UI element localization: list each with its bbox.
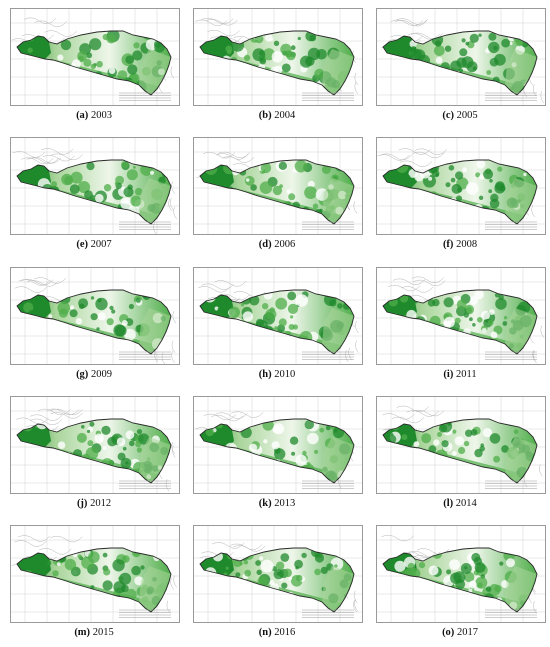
panel-caption: (f) 2008 bbox=[370, 238, 550, 251]
panel-year: 2010 bbox=[274, 369, 296, 380]
plateau-map bbox=[11, 526, 179, 622]
map-frame bbox=[376, 267, 546, 365]
panel-year: 2005 bbox=[456, 110, 478, 121]
plateau-map bbox=[377, 397, 545, 493]
panel-caption: (o) 2017 bbox=[370, 626, 550, 639]
map-panel: (d) 2006 bbox=[187, 131, 367, 257]
panel-caption: (e) 2007 bbox=[4, 238, 184, 251]
panel-year: 2014 bbox=[455, 498, 477, 509]
plateau-map bbox=[377, 526, 545, 622]
map-frame bbox=[10, 525, 180, 623]
map-panel: (n) 2016 bbox=[187, 519, 367, 645]
map-frame bbox=[376, 396, 546, 494]
plateau-map bbox=[194, 397, 362, 493]
map-panel: (g) 2009 bbox=[4, 261, 184, 387]
panel-letter: (c) bbox=[442, 110, 455, 121]
panel-caption: (h) 2010 bbox=[187, 368, 367, 381]
plateau-map bbox=[194, 9, 362, 105]
map-frame bbox=[193, 525, 363, 623]
map-panel: (a) 2003 bbox=[4, 2, 184, 128]
map-frame bbox=[193, 267, 363, 365]
map-panel: (m) 2015 bbox=[4, 519, 184, 645]
map-frame bbox=[10, 137, 180, 235]
map-frame bbox=[193, 137, 363, 235]
map-panel: (b) 2004 bbox=[187, 2, 367, 128]
panel-caption: (i) 2011 bbox=[370, 368, 550, 381]
panel-letter: (b) bbox=[258, 110, 272, 121]
panel-year: 2009 bbox=[90, 369, 112, 380]
panel-letter: (g) bbox=[76, 369, 89, 380]
plateau-map bbox=[11, 138, 179, 234]
plateau-map bbox=[11, 397, 179, 493]
map-frame bbox=[376, 137, 546, 235]
plateau-map bbox=[11, 9, 179, 105]
panel-caption: (a) 2003 bbox=[4, 109, 184, 122]
panel-year: 2004 bbox=[274, 110, 296, 121]
map-frame bbox=[10, 8, 180, 106]
map-frame bbox=[10, 267, 180, 365]
panel-caption: (j) 2012 bbox=[4, 497, 184, 510]
panel-caption: (k) 2013 bbox=[187, 497, 367, 510]
panel-caption: (d) 2006 bbox=[187, 238, 367, 251]
panel-letter: (j) bbox=[76, 498, 88, 509]
plateau-map bbox=[194, 268, 362, 364]
map-frame bbox=[10, 396, 180, 494]
panel-year: 2006 bbox=[274, 239, 296, 250]
panel-year: 2008 bbox=[456, 239, 478, 250]
map-panel: (f) 2008 bbox=[370, 131, 550, 257]
panel-year: 2007 bbox=[90, 239, 112, 250]
map-panel: (c) 2005 bbox=[370, 2, 550, 128]
panel-letter: (e) bbox=[76, 239, 89, 250]
map-panel: (k) 2013 bbox=[187, 390, 367, 516]
map-frame bbox=[193, 8, 363, 106]
panel-letter: (l) bbox=[443, 498, 454, 509]
panel-caption: (b) 2004 bbox=[187, 109, 367, 122]
panel-letter: (k) bbox=[258, 498, 272, 509]
map-panel: (l) 2014 bbox=[370, 390, 550, 516]
panel-year: 2017 bbox=[456, 627, 478, 638]
panel-year: 2003 bbox=[90, 110, 112, 121]
panel-year: 2011 bbox=[455, 369, 477, 380]
map-panel: (i) 2011 bbox=[370, 261, 550, 387]
panel-caption: (m) 2015 bbox=[4, 626, 184, 639]
panel-caption: (l) 2014 bbox=[370, 497, 550, 510]
panel-year: 2016 bbox=[274, 627, 296, 638]
panel-letter: (n) bbox=[258, 627, 272, 638]
plateau-map bbox=[194, 138, 362, 234]
plateau-map bbox=[377, 268, 545, 364]
panel-letter: (d) bbox=[258, 239, 272, 250]
map-frame bbox=[193, 396, 363, 494]
map-panel: (j) 2012 bbox=[4, 390, 184, 516]
panel-year: 2013 bbox=[274, 498, 296, 509]
panel-caption: (n) 2016 bbox=[187, 626, 367, 639]
panel-letter: (a) bbox=[76, 110, 89, 121]
panel-caption: (g) 2009 bbox=[4, 368, 184, 381]
panel-letter: (o) bbox=[442, 627, 455, 638]
map-panel: (e) 2007 bbox=[4, 131, 184, 257]
map-frame bbox=[376, 8, 546, 106]
panel-year: 2012 bbox=[90, 498, 112, 509]
panel-letter: (f) bbox=[442, 239, 454, 250]
plateau-map bbox=[194, 526, 362, 622]
map-panel: (o) 2017 bbox=[370, 519, 550, 645]
panel-year: 2015 bbox=[92, 627, 114, 638]
panel-letter: (h) bbox=[258, 369, 272, 380]
plateau-map bbox=[11, 268, 179, 364]
panel-letter: (i) bbox=[443, 369, 454, 380]
panel-caption: (c) 2005 bbox=[370, 109, 550, 122]
plateau-map bbox=[377, 138, 545, 234]
map-frame bbox=[376, 525, 546, 623]
plateau-map bbox=[377, 9, 545, 105]
panel-letter: (m) bbox=[74, 627, 91, 638]
map-panel: (h) 2010 bbox=[187, 261, 367, 387]
